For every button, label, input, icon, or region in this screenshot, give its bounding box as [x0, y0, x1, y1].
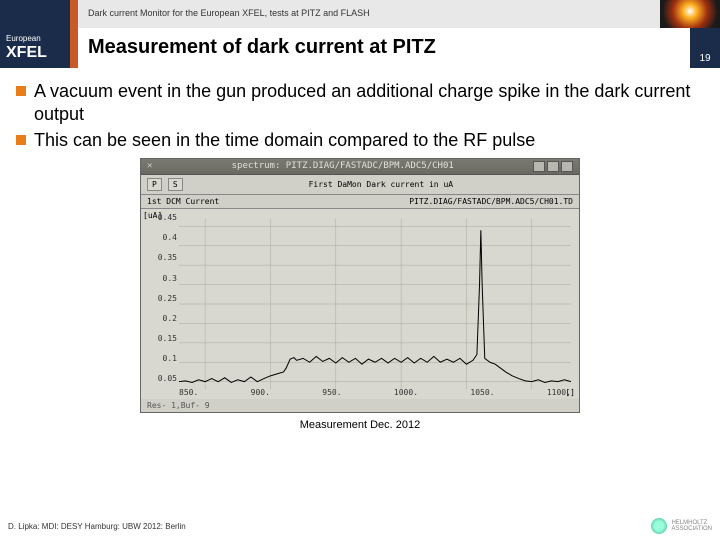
minimize-icon[interactable] [533, 161, 545, 172]
header-decorative-image [660, 0, 720, 28]
window-titlebar: ✕ spectrum: PITZ.DIAG/FASTADC/BPM.ADC5/C… [141, 159, 579, 175]
window-title: spectrum: PITZ.DIAG/FASTADC/BPM.ADC5/CH0… [232, 161, 454, 172]
slide-footer: D. Lipka: MDI: DESY Hamburg: UBW 2012: B… [8, 518, 712, 534]
slide-title: Measurement of dark current at PITZ [78, 28, 690, 68]
xfel-logo: European XFEL [0, 28, 78, 68]
subheader-left: 1st DCM Current [147, 197, 219, 206]
bullet-marker-icon [16, 86, 26, 96]
chart-toolbar: P S First DaMon Dark current in uA [141, 175, 579, 195]
x-axis-unit: [] [565, 388, 575, 397]
x-axis-labels: 850. 900. 950. 1000. 1050. 1100. [179, 388, 571, 397]
toolbar-button-s[interactable]: S [168, 178, 183, 191]
bullet-text: A vacuum event in the gun produced an ad… [34, 80, 704, 127]
helmholtz-logo-icon [651, 518, 667, 534]
chart-container: ✕ spectrum: PITZ.DIAG/FASTADC/BPM.ADC5/C… [16, 158, 704, 413]
header-right-block [660, 0, 720, 28]
header-bar: Dark current Monitor for the European XF… [0, 0, 720, 28]
page-number: 19 [690, 28, 720, 68]
bullet-item: This can be seen in the time domain comp… [16, 129, 704, 152]
chart-svg [179, 213, 571, 395]
bullet-marker-icon [16, 135, 26, 145]
footer-right: HELMHOLTZ ASSOCIATION [651, 518, 712, 534]
logo-text-bottom: XFEL [6, 44, 78, 62]
maximize-icon[interactable] [547, 161, 559, 172]
subheader-right: PITZ.DIAG/FASTADC/BPM.ADC5/CH01.TD [409, 197, 573, 206]
close-icon[interactable] [561, 161, 573, 172]
spectrum-window: ✕ spectrum: PITZ.DIAG/FASTADC/BPM.ADC5/C… [140, 158, 580, 413]
chart-plot-area: [uA] 0.45 0.4 0.35 0.3 0.25 0.2 0.15 0.1… [141, 209, 579, 399]
title-bar: European XFEL Measurement of dark curren… [0, 28, 720, 68]
y-axis-labels: 0.45 0.4 0.35 0.3 0.25 0.2 0.15 0.1 0.05 [143, 213, 177, 383]
footer-association: HELMHOLTZ ASSOCIATION [671, 520, 712, 532]
content-area: A vacuum event in the gun produced an ad… [0, 68, 720, 431]
header-subtitle: Dark current Monitor for the European XF… [78, 0, 660, 28]
toolbar-button-p[interactable]: P [147, 178, 162, 191]
chart-caption: Measurement Dec. 2012 [16, 419, 704, 431]
logo-text-top: European [6, 35, 78, 44]
header-left-block [0, 0, 78, 28]
bullet-item: A vacuum event in the gun produced an ad… [16, 80, 704, 127]
footer-author: D. Lipka: MDI: DESY Hamburg: UBW 2012: B… [8, 522, 186, 531]
chart-subheader: 1st DCM Current PITZ.DIAG/FASTADC/BPM.AD… [141, 195, 579, 209]
toolbar-title: First DaMon Dark current in uA [189, 180, 573, 189]
window-controls [533, 161, 573, 172]
bullet-list: A vacuum event in the gun produced an ad… [16, 80, 704, 152]
chart-footer: Res- 1,Buf- 9 [141, 399, 579, 412]
bullet-text: This can be seen in the time domain comp… [34, 129, 535, 152]
